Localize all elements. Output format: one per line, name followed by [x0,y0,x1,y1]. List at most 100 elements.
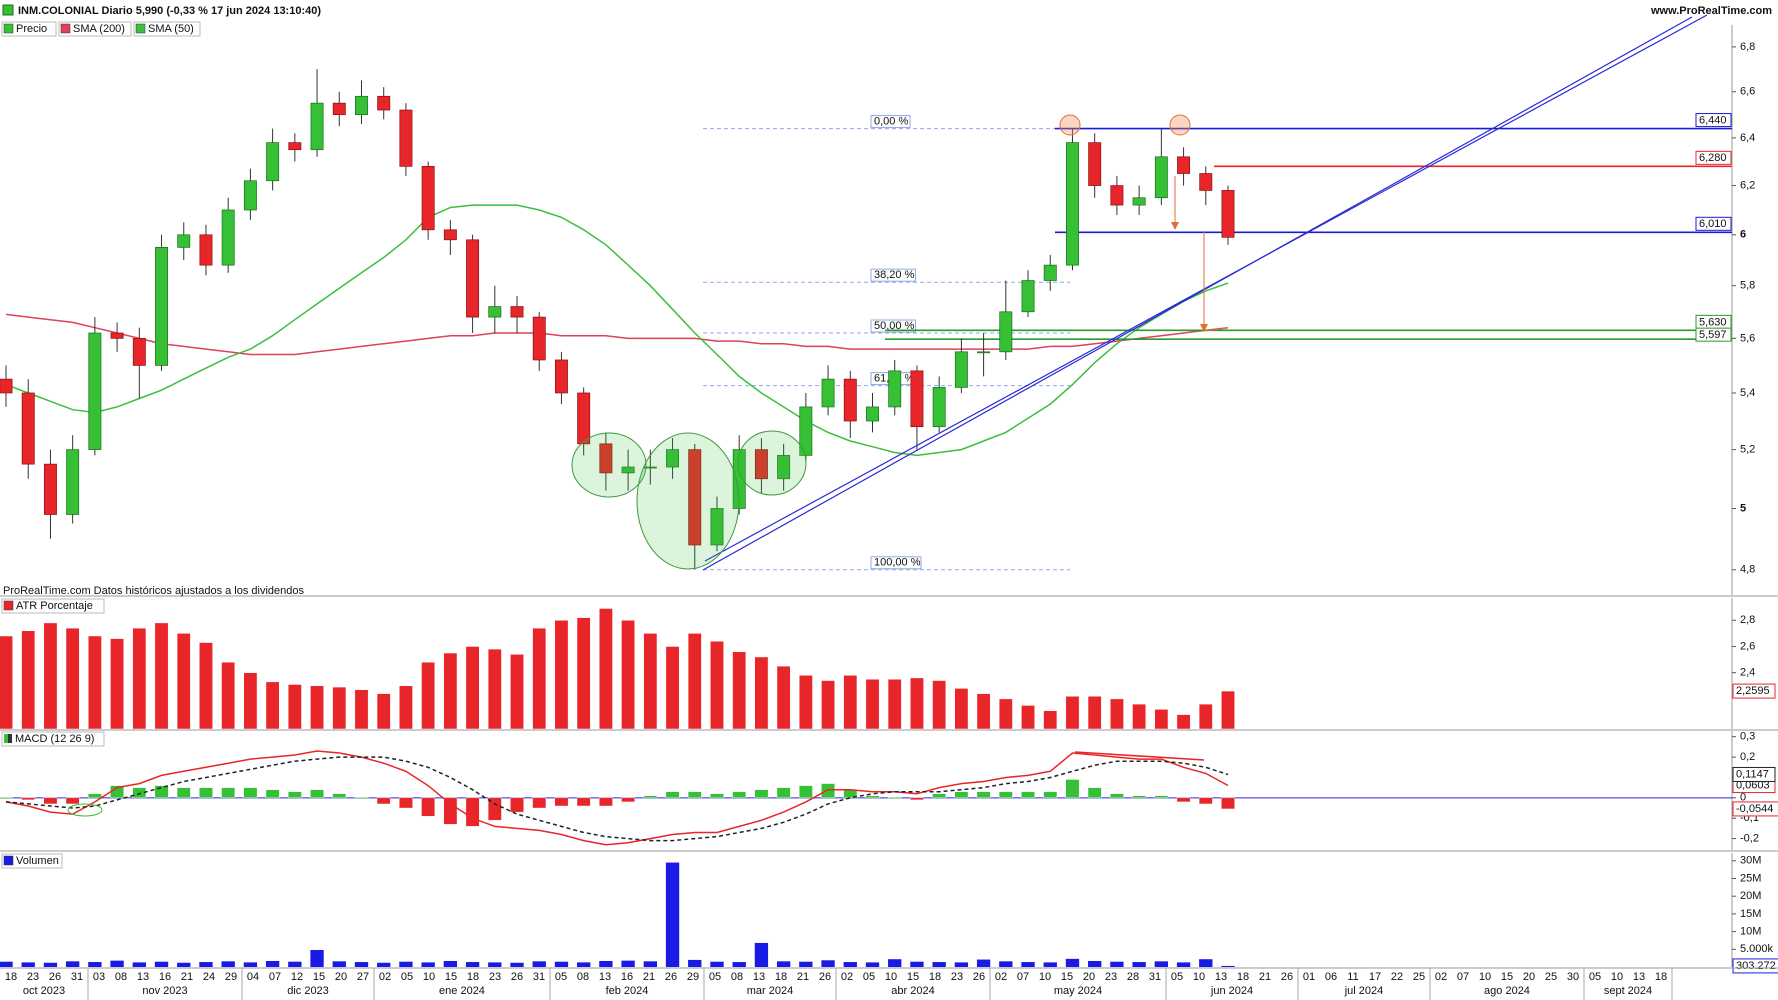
legend-box [58,21,132,37]
bar [221,961,235,967]
candle-body [221,209,235,266]
histogram-bar [1110,793,1124,799]
bar [510,654,524,730]
histogram-bar [776,787,791,799]
histogram-bar [532,797,547,809]
month-label: nov 2023 [142,985,187,997]
panel-title: MACD (12 26 9) [15,733,94,745]
bar [177,962,191,967]
candle-body [110,332,124,339]
legend-swatch [3,23,14,34]
x-tick-label: 10 [1611,971,1623,983]
bar [910,677,924,730]
x-tick-label: 21 [181,971,193,983]
bar [999,961,1013,967]
x-tick-label: 13 [599,971,611,983]
sma-line [5,204,1229,457]
candle-body [88,332,102,450]
histogram-bar [798,785,813,799]
legend-box [1,598,105,614]
x-tick-label: 28 [1127,971,1139,983]
header-icon [2,4,14,16]
y-tick-label: 0,3 [1740,731,1755,743]
bar [1110,961,1124,967]
bar [554,961,569,967]
divergence-line [1074,751,1205,761]
bar [0,961,13,967]
candle-body [754,449,768,480]
bar [21,962,35,967]
x-tick-label: 05 [863,971,875,983]
y-tick-label: 6,8 [1740,41,1755,53]
x-tick-label: 26 [1281,971,1293,983]
bar [576,617,591,730]
y-tick-label: 6,6 [1740,86,1755,98]
candle-body [910,370,924,428]
bar [1065,696,1080,730]
level-label: 6,280 [1699,152,1727,164]
x-tick-label: 29 [225,971,237,983]
legend-box [1,731,105,747]
histogram-bar [710,793,724,799]
histogram-bar [88,793,102,799]
x-tick-label: 26 [819,971,831,983]
x-tick-label: 05 [709,971,721,983]
histogram-bar [643,795,658,799]
arrow-head [1200,324,1208,332]
candle-body [421,165,435,231]
value-label-box [1732,958,1778,974]
y-tick-label: 6 [1740,229,1746,241]
x-tick-label: 06 [1325,971,1337,983]
x-tick-label: 11 [1347,971,1358,983]
fib-label: 100,00 % [874,557,921,569]
bar [465,962,480,967]
x-tick-label: 05 [1589,971,1601,983]
bar [732,651,747,730]
bar [888,959,902,967]
bar [776,665,791,730]
bar [599,960,613,967]
x-tick-label: 29 [687,971,699,983]
bar [288,961,302,967]
bar [443,960,458,967]
bar [665,862,680,967]
histogram-bar [621,797,635,803]
x-tick-label: 21 [643,971,655,983]
x-tick-label: 02 [995,971,1007,983]
histogram-bar [732,791,747,799]
bar [1021,962,1035,967]
bar [221,661,236,730]
candle-body [155,247,168,366]
x-tick-label: 03 [93,971,105,983]
bar [1132,962,1146,967]
bar [132,962,146,967]
bar [399,685,413,730]
x-tick-label: 07 [1457,971,1469,983]
bar [532,961,546,967]
histogram-bar [754,789,769,799]
x-tick-label: 10 [423,971,435,983]
candle-body [488,306,502,318]
histogram-bar [887,797,902,800]
legend-swatch [60,23,71,34]
histogram-bar [354,797,369,800]
x-tick-label: 15 [1061,971,1073,983]
bar [199,962,213,967]
x-tick-label: 07 [1017,971,1029,983]
legend-label: Volumen [16,855,59,867]
candle-body [21,392,35,465]
x-tick-label: 20 [1523,971,1535,983]
bar [399,961,413,967]
bar [265,681,280,730]
bar [376,693,391,730]
bar [421,962,435,967]
candle-body [443,229,457,241]
histogram-bar [1021,791,1035,799]
bar [1088,960,1102,967]
histogram-bar [487,797,502,821]
fib-label-box [870,319,916,333]
y-tick-label: 5,2 [1740,444,1755,456]
histogram-bar [1176,797,1191,803]
legend-swatch [4,734,8,743]
bar [976,959,991,967]
